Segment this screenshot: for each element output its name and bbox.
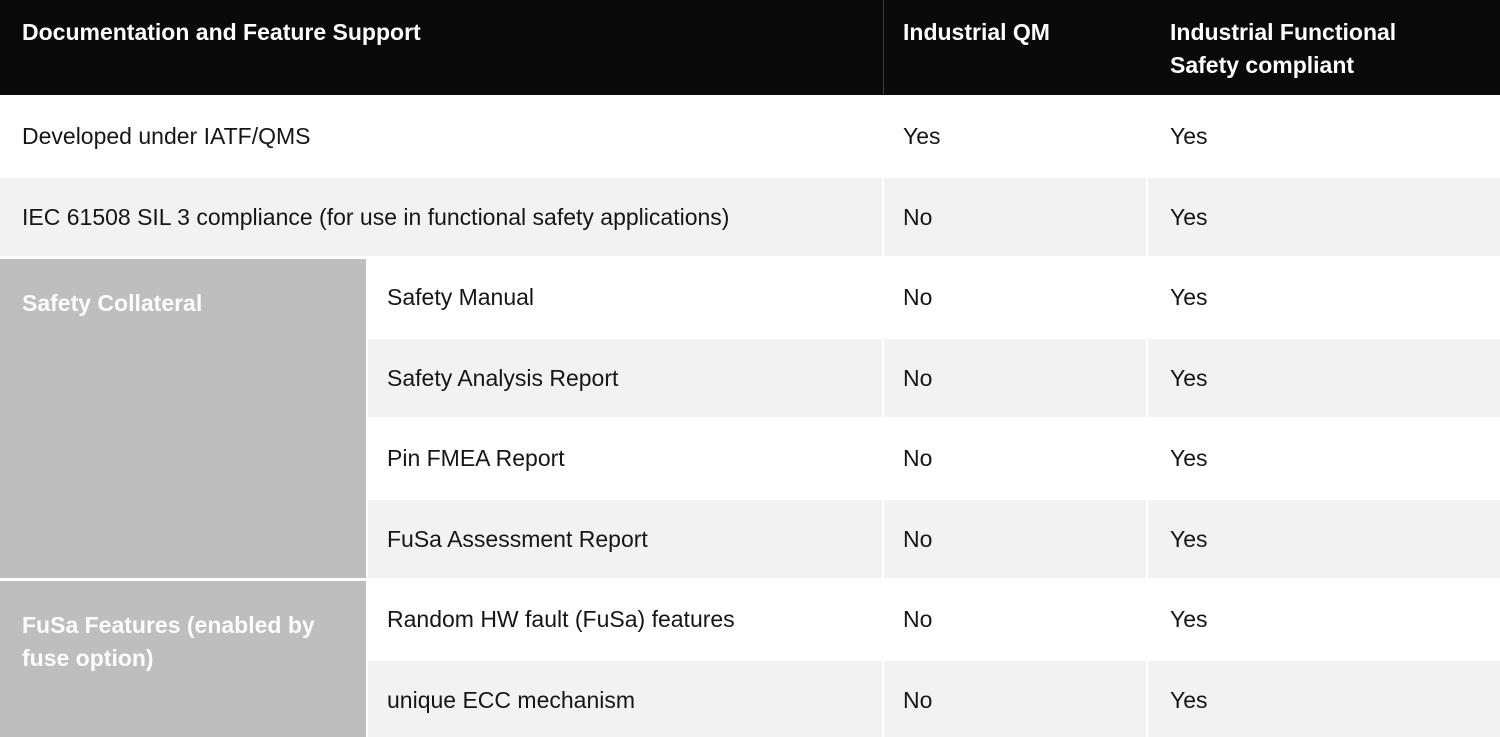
cell-fusa: Yes (1148, 500, 1500, 578)
row-label: Pin FMEA Report (387, 445, 565, 471)
cell-fusa: Yes (1170, 123, 1208, 149)
table-row: IEC 61508 SIL 3 compliance (for use in f… (0, 178, 1500, 256)
header-fusa-column: Industrial Functional Safety compliant (1146, 0, 1500, 95)
cell-fusa: Yes (1148, 178, 1500, 256)
cell-qm: No (903, 284, 933, 310)
section-label: FuSa Features (enabled by fuse option) (0, 580, 366, 737)
section-label: Safety Collateral (0, 258, 366, 578)
cell-fusa: Yes (1148, 661, 1500, 737)
cell-fusa: Yes (1170, 445, 1208, 471)
row-label: IEC 61508 SIL 3 compliance (for use in f… (0, 178, 882, 256)
section-safety-collateral: Safety Collateral Safety Manual No Yes S… (0, 258, 1500, 578)
header-feature-column: Documentation and Feature Support (0, 0, 884, 95)
section-fusa-features: FuSa Features (enabled by fuse option) R… (0, 580, 1500, 737)
row-label: Safety Analysis Report (368, 339, 882, 417)
table-row: unique ECC mechanism No Yes (368, 661, 1500, 737)
table-row: Developed under IATF/QMS Yes Yes (0, 98, 1500, 176)
table-header-row: Documentation and Feature Support Indust… (0, 0, 1500, 95)
cell-fusa: Yes (1148, 339, 1500, 417)
cell-qm: No (903, 606, 933, 632)
cell-qm: Yes (903, 123, 941, 149)
table-row: FuSa Assessment Report No Yes (368, 500, 1500, 578)
row-label: FuSa Assessment Report (368, 500, 882, 578)
cell-fusa: Yes (1170, 606, 1208, 632)
table-row: Random HW fault (FuSa) features No Yes (368, 581, 1500, 659)
cell-qm: No (903, 445, 933, 471)
cell-qm: No (884, 500, 1146, 578)
table-row: Pin FMEA Report No Yes (368, 420, 1500, 498)
header-qm-label: Industrial QM (903, 19, 1050, 45)
section-rows: Safety Manual No Yes Safety Analysis Rep… (368, 259, 1500, 578)
row-label: Random HW fault (FuSa) features (387, 606, 735, 632)
cell-qm: No (884, 661, 1146, 737)
header-feature-label: Documentation and Feature Support (22, 19, 421, 45)
cell-fusa: Yes (1170, 284, 1208, 310)
cell-qm: No (884, 339, 1146, 417)
table-row: Safety Analysis Report No Yes (368, 339, 1500, 417)
header-fusa-label: Industrial Functional Safety compliant (1170, 19, 1397, 78)
table-row: Safety Manual No Yes (368, 259, 1500, 337)
cell-qm: No (884, 178, 1146, 256)
row-label: Safety Manual (387, 284, 535, 310)
header-qm-column: Industrial QM (884, 0, 1146, 95)
row-label: unique ECC mechanism (368, 661, 882, 737)
section-rows: Random HW fault (FuSa) features No Yes u… (368, 581, 1500, 737)
row-label: Developed under IATF/QMS (22, 123, 311, 149)
